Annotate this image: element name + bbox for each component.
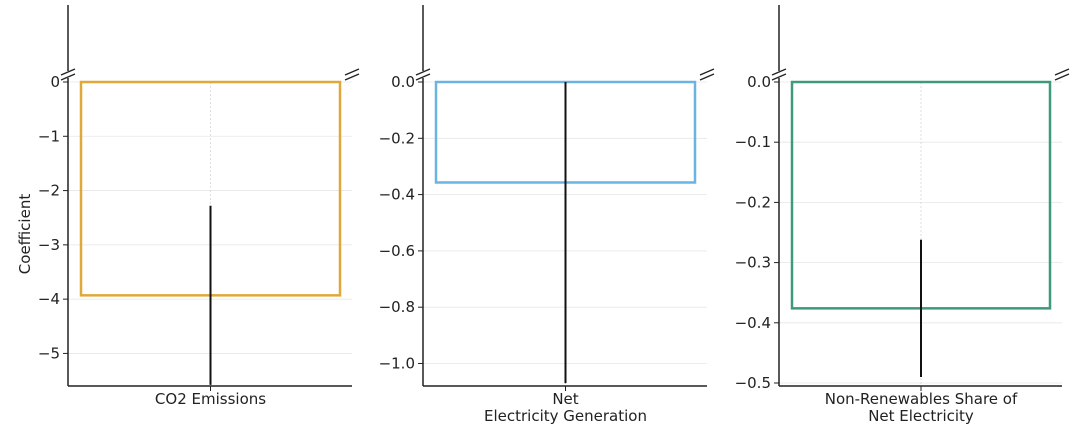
y-tick-label-4: −0.4 bbox=[735, 314, 771, 332]
axis-break-mark-left-0 bbox=[60, 68, 76, 76]
axis-break-mark-left-0 bbox=[771, 68, 787, 76]
x-tick-label-line-1: Net bbox=[552, 390, 578, 408]
chart-panel-1: 0 −1 −2 −3 −4 −5 CO2 Emissions Coefficient bbox=[16, 5, 360, 408]
y-tick-label-0: 0.0 bbox=[391, 73, 415, 91]
axis-break-mark-left-0 bbox=[415, 68, 431, 76]
axis-break-mark-right-0 bbox=[1054, 68, 1070, 76]
x-tick-label-line-2: Net Electricity bbox=[868, 407, 974, 425]
chart-panel-3: 0.0 −0.1 −0.2 −0.3 −0.4 −0.5 Non-Renewables Sh… bbox=[735, 5, 1070, 425]
axis-break-mark-left-1 bbox=[60, 73, 76, 81]
axis-break-mark-right-0 bbox=[344, 68, 360, 76]
axis-break-mark-right-0 bbox=[699, 68, 715, 76]
y-tick-label-5: −0.5 bbox=[735, 374, 771, 392]
axis-break-mark-right-1 bbox=[344, 73, 360, 81]
y-tick-label-0: 0 bbox=[50, 73, 60, 91]
axis-break-mark-right-1 bbox=[699, 73, 715, 81]
y-tick-label-4: −0.8 bbox=[379, 298, 415, 316]
y-axis-title: Coefficient bbox=[16, 194, 34, 275]
y-tick-label-5: −5 bbox=[38, 344, 60, 362]
y-tick-label-2: −2 bbox=[38, 182, 60, 200]
y-tick-label-2: −0.2 bbox=[735, 193, 771, 211]
axis-break-mark-left-1 bbox=[771, 73, 787, 81]
y-tick-label-0: 0.0 bbox=[747, 73, 771, 91]
y-tick-label-5: −1.0 bbox=[379, 354, 415, 372]
x-tick-label-line-1: Non-Renewables Share of bbox=[825, 390, 1018, 408]
y-tick-label-3: −0.3 bbox=[735, 254, 771, 272]
x-tick-label-line-1: CO2 Emissions bbox=[155, 390, 266, 408]
axis-break-mark-right-1 bbox=[1054, 73, 1070, 81]
y-tick-label-2: −0.4 bbox=[379, 186, 415, 204]
y-tick-label-3: −0.6 bbox=[379, 242, 415, 260]
y-tick-label-4: −4 bbox=[38, 290, 60, 308]
axis-break-mark-left-1 bbox=[415, 73, 431, 81]
x-tick-label-line-2: Electricity Generation bbox=[484, 407, 647, 425]
y-tick-label-1: −0.2 bbox=[379, 129, 415, 147]
y-tick-label-3: −3 bbox=[38, 236, 60, 254]
y-tick-label-1: −1 bbox=[38, 127, 60, 145]
y-tick-label-1: −0.1 bbox=[735, 133, 771, 151]
